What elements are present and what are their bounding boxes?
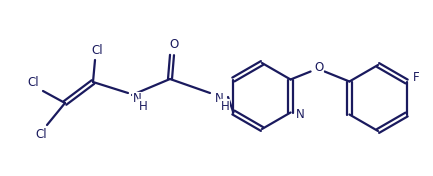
Text: O: O [169,39,179,52]
Text: Cl: Cl [91,43,103,56]
Text: O: O [314,61,323,74]
Text: N: N [296,108,305,121]
Text: H: H [139,99,147,112]
Text: F: F [413,71,420,84]
Text: Cl: Cl [35,128,47,142]
Text: Cl: Cl [27,77,39,90]
Text: H: H [221,99,229,112]
Text: N: N [215,93,223,105]
Text: N: N [132,93,142,105]
